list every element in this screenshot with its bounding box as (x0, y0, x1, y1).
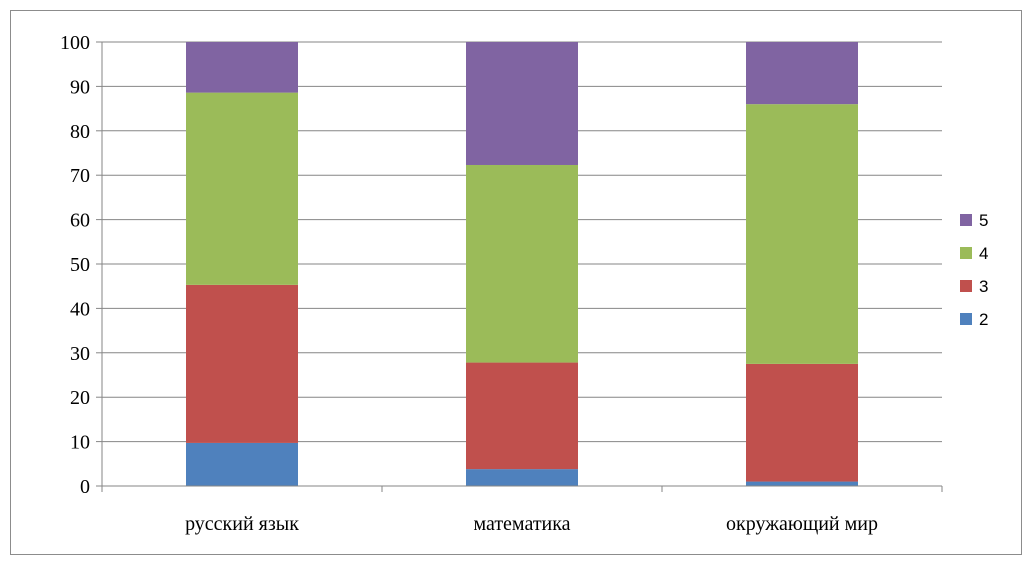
bar-segment-5 (466, 42, 578, 165)
axes: 0 10 20 30 40 50 60 70 80 90 100 русский язык матема… (60, 32, 943, 535)
y-tick-label: 40 (70, 298, 90, 320)
bar-segment-2 (466, 469, 578, 486)
bar-segment-5 (186, 42, 298, 93)
y-tick-label: 10 (70, 432, 90, 454)
legend-swatch-5 (960, 214, 972, 226)
bar-segment-2 (746, 481, 858, 486)
legend-swatch-2 (960, 313, 972, 325)
bar-segment-3 (746, 363, 858, 482)
legend: 5 4 3 2 (960, 211, 988, 329)
legend-label: 5 (979, 211, 988, 230)
bar-segment-4 (466, 164, 578, 363)
x-tick-label: русский язык (185, 513, 299, 535)
bars (186, 42, 858, 486)
legend-swatch-3 (960, 280, 972, 292)
bar-segment-2 (186, 442, 298, 486)
y-tick-label: 50 (70, 254, 90, 276)
legend-label: 2 (979, 310, 988, 329)
y-tick-label: 30 (70, 343, 90, 365)
legend-label: 4 (979, 244, 988, 263)
y-tick-label: 100 (60, 32, 90, 54)
bar-segment-3 (186, 284, 298, 443)
legend-label: 3 (979, 277, 988, 296)
y-tick-label: 60 (70, 210, 90, 232)
x-tick-label: окружающий мир (726, 513, 878, 535)
y-tick-label: 80 (70, 121, 90, 143)
bar-segment-3 (466, 362, 578, 470)
y-tick-label: 90 (70, 76, 90, 98)
bar-segment-5 (746, 42, 858, 105)
y-tick-label: 20 (70, 387, 90, 409)
x-tick-label: математика (473, 513, 570, 535)
bar-segment-4 (186, 92, 298, 285)
legend-swatch-4 (960, 247, 972, 259)
y-tick-label: 70 (70, 165, 90, 187)
y-tick-label: 0 (80, 476, 90, 498)
bar-segment-4 (746, 104, 858, 364)
